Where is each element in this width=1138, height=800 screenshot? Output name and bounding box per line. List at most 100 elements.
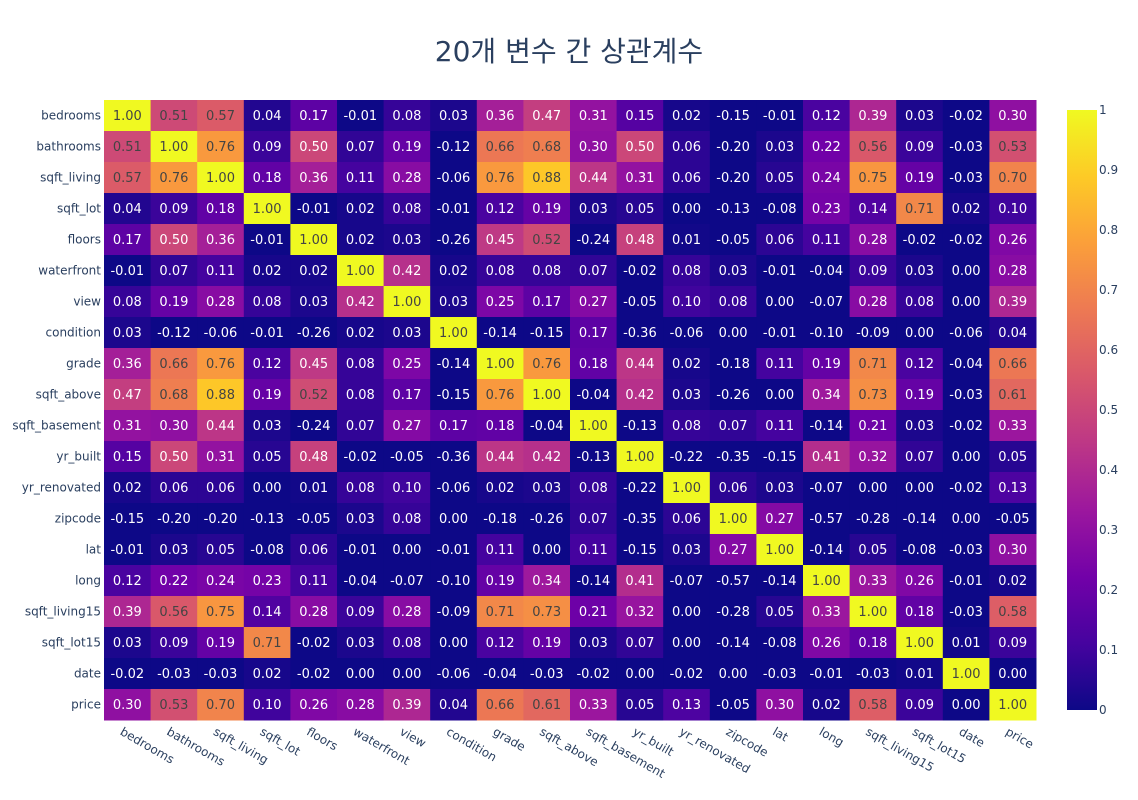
heatmap-cell [570, 627, 618, 659]
heatmap-cell [197, 162, 245, 194]
heatmap-cell [337, 100, 385, 132]
heatmap-cell [337, 627, 385, 659]
heatmap-cell [709, 317, 757, 349]
cell-value-label: -0.20 [157, 512, 191, 527]
cell-value-label: 0.03 [253, 419, 282, 434]
cell-value-label: 0.01 [299, 481, 328, 496]
heatmap-cell [616, 348, 664, 380]
cell-value-label: 0.12 [486, 636, 515, 651]
cell-value-label: 0.07 [346, 419, 375, 434]
cell-value-label: -0.05 [390, 450, 424, 465]
heatmap-cell [476, 596, 524, 628]
cell-value-label: 0.06 [672, 512, 701, 527]
cell-value-label: 0.19 [392, 140, 421, 155]
cell-value-label: -0.04 [343, 574, 377, 589]
heatmap-cell [663, 565, 711, 597]
heatmap-cell [849, 255, 897, 287]
cell-value-label: 0.28 [346, 698, 375, 713]
y-tick-label: sqft_basement [12, 419, 101, 433]
heatmap-cell [616, 596, 664, 628]
heatmap-cell [849, 410, 897, 442]
heatmap-cell [104, 255, 152, 287]
heatmap-cell [104, 162, 152, 194]
heatmap-cell [523, 410, 571, 442]
cell-value-label: 0.18 [579, 357, 608, 372]
cell-value-label: -0.14 [763, 574, 797, 589]
heatmap-cell [197, 472, 245, 504]
heatmap-cell [243, 689, 291, 721]
heatmap-cell [104, 658, 152, 690]
cell-value-label: -0.03 [763, 667, 797, 682]
heatmap-cell [942, 348, 990, 380]
cell-value-label: 0.18 [486, 419, 515, 434]
heatmap-cell [476, 658, 524, 690]
heatmap-cell [663, 317, 711, 349]
cell-value-label: -0.03 [530, 667, 564, 682]
cell-value-label: 0.06 [299, 543, 328, 558]
heatmap-cell [756, 193, 804, 225]
cell-value-label: 0.44 [625, 357, 654, 372]
cell-value-label: 0.10 [253, 698, 282, 713]
heatmap-cell [476, 379, 524, 411]
heatmap-cell [104, 193, 152, 225]
y-tick-label: sqft_living15 [25, 605, 101, 619]
cell-value-label: -0.01 [343, 543, 377, 558]
heatmap-cell [104, 224, 152, 256]
cell-value-label: 0.71 [905, 202, 934, 217]
heatmap-cell [476, 689, 524, 721]
heatmap-cell [104, 131, 152, 163]
heatmap-cell [150, 100, 198, 132]
cell-value-label: 0.06 [719, 481, 748, 496]
heatmap-cell [337, 286, 385, 318]
heatmap-cell [989, 596, 1037, 628]
heatmap-cell [150, 472, 198, 504]
colorbar-gradient [1067, 110, 1097, 710]
heatmap-cell [383, 627, 431, 659]
heatmap-cell [337, 193, 385, 225]
y-axis-labels: bedrooms bathrooms sqft_living sqft_lotfloo… [12, 109, 101, 712]
x-tick-label: price [1003, 724, 1036, 751]
heatmap-cell [197, 441, 245, 473]
y-tick-label: price [71, 698, 101, 712]
cell-value-label: 0.66 [486, 140, 515, 155]
heatmap-cell [756, 131, 804, 163]
heatmap-cell [570, 596, 618, 628]
cell-value-label: 1.00 [952, 667, 981, 682]
heatmap-cell [989, 255, 1037, 287]
heatmap-cell [803, 441, 851, 473]
cell-value-label: 0.47 [113, 388, 142, 403]
heatmap-cell [430, 441, 478, 473]
heatmap-cell [337, 255, 385, 287]
heatmap-cell [243, 658, 291, 690]
heatmap-cell [663, 379, 711, 411]
cell-value-label: 0.10 [392, 481, 421, 496]
heatmap-cell [430, 255, 478, 287]
heatmap-cell [150, 255, 198, 287]
heatmap-cell [197, 193, 245, 225]
heatmap-cell [430, 317, 478, 349]
heatmap-cell [896, 255, 944, 287]
cell-value-label: 0.00 [392, 543, 421, 558]
cell-value-label: 0.03 [439, 109, 468, 124]
heatmap-cell [150, 534, 198, 566]
cell-value-label: 0.03 [346, 636, 375, 651]
cell-value-label: -0.18 [483, 512, 517, 527]
heatmap-cell [756, 565, 804, 597]
heatmap-cell [989, 286, 1037, 318]
heatmap-cell [896, 627, 944, 659]
cell-value-label: -0.06 [437, 667, 471, 682]
cell-value-label: -0.03 [949, 140, 983, 155]
heatmap-cell [290, 565, 338, 597]
heatmap-cell [523, 317, 571, 349]
cell-value-label: 0.11 [812, 233, 841, 248]
cell-value-label: 1.00 [765, 543, 794, 558]
heatmap-cell [243, 379, 291, 411]
heatmap-cell [290, 534, 338, 566]
heatmap-cell [150, 224, 198, 256]
cell-value-label: -0.02 [297, 636, 331, 651]
cell-value-label: -0.24 [576, 233, 610, 248]
cell-value-label: 0.03 [439, 295, 468, 310]
cell-value-label: 0.19 [159, 295, 188, 310]
heatmap-cell [337, 658, 385, 690]
heatmap-cell [570, 658, 618, 690]
